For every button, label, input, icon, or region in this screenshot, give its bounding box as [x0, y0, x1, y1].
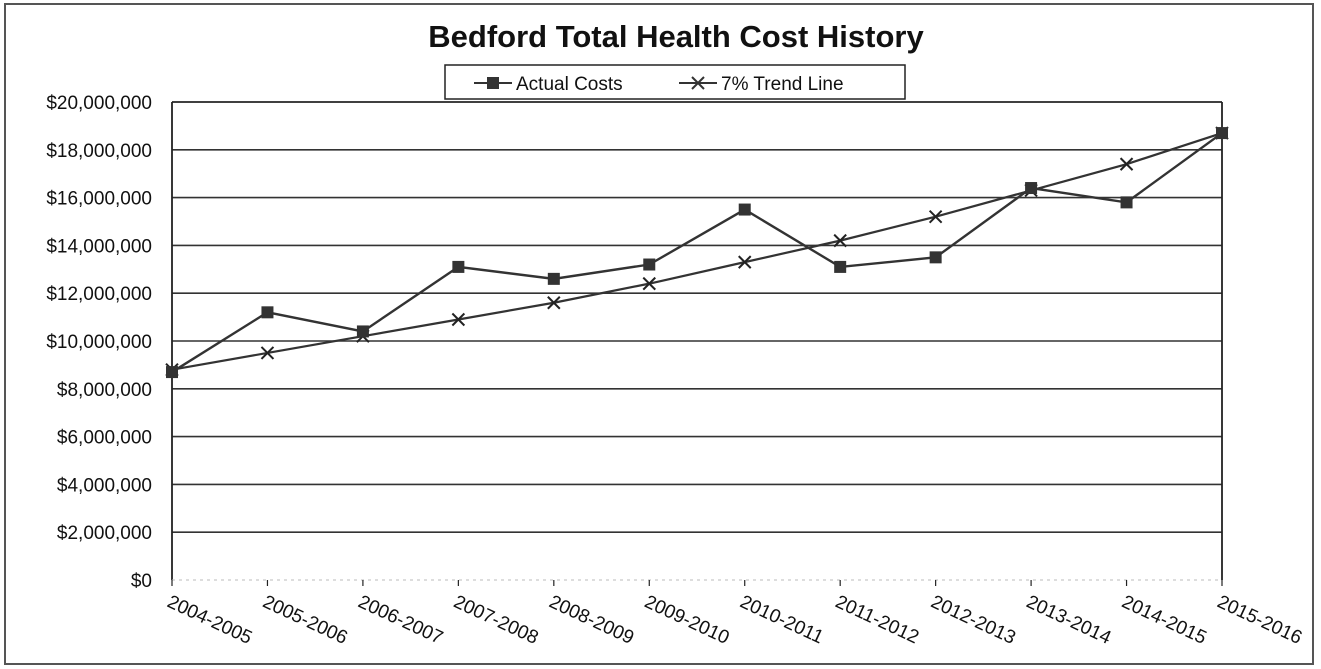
data-point-x: [738, 255, 752, 269]
x-tick-label: 2014-2015: [1118, 591, 1209, 648]
x-tick-label: 2012-2013: [928, 591, 1019, 648]
y-tick-label: $2,000,000: [57, 523, 152, 544]
chart-container: Bedford Total Health Cost History Actual…: [4, 3, 1314, 665]
data-point-square: [166, 366, 178, 379]
legend-item-actual-costs: Actual Costs: [474, 74, 623, 95]
data-point-square: [547, 272, 560, 285]
data-point-square: [929, 251, 942, 264]
series-actual-costs: [166, 127, 1228, 379]
y-tick-label: $16,000,000: [46, 189, 152, 210]
data-point-square: [356, 325, 369, 338]
data-point-square: [834, 260, 847, 273]
x-tick-label: 2013-2014: [1023, 591, 1115, 649]
y-tick-label: $4,000,000: [57, 475, 152, 496]
x-tick-label: 2005-2006: [259, 591, 350, 648]
legend-item-trend-line: 7% Trend Line: [679, 74, 844, 95]
legend-marker-x-icon: [691, 76, 705, 90]
y-tick-label: $10,000,000: [46, 332, 152, 353]
data-point-square: [738, 203, 751, 216]
y-tick-label: $14,000,000: [46, 236, 152, 257]
legend-label-actual-costs: Actual Costs: [516, 74, 623, 95]
x-axis-ticks: 2004-2005 2005-2006 2006-2007 2007-2008 2008…: [164, 580, 1305, 649]
legend-box: [444, 64, 906, 100]
x-tick-label: 2007-2008: [450, 591, 541, 648]
y-tick-label: $6,000,000: [57, 428, 152, 449]
x-tick-label: 2004-2005: [164, 591, 255, 648]
data-point-x: [451, 312, 466, 327]
series-trend-line: [165, 126, 1229, 377]
y-tick-label: $12,000,000: [46, 284, 152, 305]
data-point-x: [928, 210, 943, 224]
legend: Actual Costs 7% Trend Line: [444, 64, 906, 100]
x-tick-label: 2011-2012: [832, 591, 922, 648]
legend-label-trend-line: 7% Trend Line: [721, 74, 844, 95]
legend-marker-square-icon: [487, 77, 499, 89]
data-point-x: [547, 296, 561, 310]
x-tick-label: 2008-2009: [546, 591, 637, 648]
y-tick-label: $18,000,000: [46, 141, 152, 162]
data-point-x: [642, 276, 656, 291]
x-tick-label: 2009-2010: [641, 591, 732, 648]
data-point-square: [1120, 196, 1133, 209]
y-axis-ticks: $0 $2,000,000 $4,000,000 $6,000,000 $8,000,0…: [46, 93, 152, 592]
line-chart: Bedford Total Health Cost History Actual…: [46, 19, 1305, 649]
y-tick-label: $8,000,000: [57, 380, 152, 401]
data-point-x: [1119, 157, 1134, 171]
series-line: [171, 132, 1223, 371]
y-tick-label: $20,000,000: [46, 93, 152, 114]
data-point-square: [1216, 127, 1228, 140]
axes: [171, 101, 1223, 581]
data-point-square: [452, 260, 465, 273]
data-point-square: [1025, 182, 1038, 195]
x-tick-label: 2010-2011: [737, 591, 827, 648]
x-tick-label: 2006-2007: [355, 591, 446, 648]
series-group: [165, 126, 1229, 379]
gridlines: [172, 101, 1222, 534]
chart-title: Bedford Total Health Cost History: [428, 19, 924, 54]
series-line: [171, 132, 1223, 374]
data-point-square: [643, 258, 656, 271]
data-point-square: [261, 306, 274, 319]
data-point-x: [833, 233, 847, 248]
y-tick-label: $0: [131, 571, 152, 592]
data-point-x: [260, 346, 275, 360]
x-tick-label: 2015-2016: [1214, 591, 1305, 648]
